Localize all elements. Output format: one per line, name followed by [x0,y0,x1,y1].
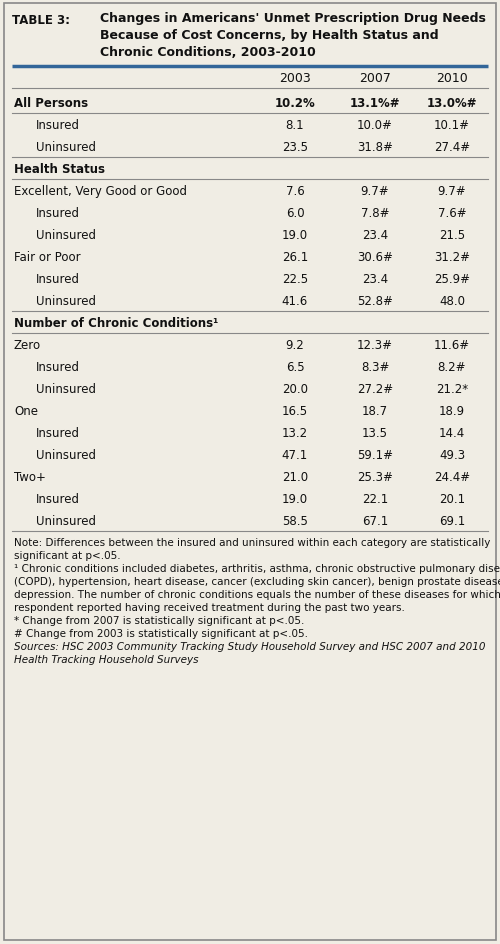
Text: 23.4: 23.4 [362,273,388,286]
Text: 2007: 2007 [359,72,391,85]
Text: 20.0: 20.0 [282,382,308,396]
Text: Excellent, Very Good or Good: Excellent, Very Good or Good [14,185,187,198]
Text: 9.7#: 9.7# [438,185,466,198]
Text: 31.8#: 31.8# [357,141,393,154]
Text: 67.1: 67.1 [362,514,388,528]
Text: 52.8#: 52.8# [357,295,393,308]
Text: * Change from 2007 is statistically significant at p<.05.: * Change from 2007 is statistically sign… [14,615,304,625]
Text: Insured: Insured [36,493,80,505]
Text: 19.0: 19.0 [282,493,308,505]
Text: 7.6#: 7.6# [438,207,466,220]
Text: 25.3#: 25.3# [357,470,393,483]
Text: 47.1: 47.1 [282,448,308,462]
Text: 8.1: 8.1 [286,119,304,132]
Text: 25.9#: 25.9# [434,273,470,286]
Text: Sources: HSC 2003 Community Tracking Study Household Survey and HSC 2007 and 201: Sources: HSC 2003 Community Tracking Stu… [14,641,486,651]
Text: Changes in Americans' Unmet Prescription Drug Needs: Changes in Americans' Unmet Prescription… [100,12,486,25]
Text: 2010: 2010 [436,72,468,85]
Text: Because of Cost Concerns, by Health Status and: Because of Cost Concerns, by Health Stat… [100,29,438,42]
Text: 18.7: 18.7 [362,405,388,417]
Text: Health Tracking Household Surveys: Health Tracking Household Surveys [14,654,198,665]
Text: Uninsured: Uninsured [36,514,96,528]
Text: Zero: Zero [14,339,41,351]
Text: 9.7#: 9.7# [360,185,390,198]
Text: Two+: Two+ [14,470,46,483]
Text: 49.3: 49.3 [439,448,465,462]
Text: 11.6#: 11.6# [434,339,470,351]
Text: 7.8#: 7.8# [361,207,389,220]
Text: 18.9: 18.9 [439,405,465,417]
Text: 13.0%#: 13.0%# [427,97,477,110]
Text: Chronic Conditions, 2003-2010: Chronic Conditions, 2003-2010 [100,46,316,59]
Text: 9.2: 9.2 [286,339,304,351]
Text: 21.5: 21.5 [439,228,465,242]
Text: One: One [14,405,38,417]
Text: 26.1: 26.1 [282,251,308,263]
Text: 23.5: 23.5 [282,141,308,154]
Text: respondent reported having received treatment during the past two years.: respondent reported having received trea… [14,602,405,613]
Text: 16.5: 16.5 [282,405,308,417]
Text: significant at p<.05.: significant at p<.05. [14,550,120,561]
Text: 10.0#: 10.0# [357,119,393,132]
Text: 8.2#: 8.2# [438,361,466,374]
Text: Insured: Insured [36,427,80,440]
Text: TABLE 3:: TABLE 3: [12,14,70,27]
Text: 22.1: 22.1 [362,493,388,505]
Text: 12.3#: 12.3# [357,339,393,351]
Text: 6.5: 6.5 [286,361,304,374]
Text: 10.1#: 10.1# [434,119,470,132]
Text: Health Status: Health Status [14,162,105,176]
Text: Uninsured: Uninsured [36,295,96,308]
Text: 58.5: 58.5 [282,514,308,528]
Text: 31.2#: 31.2# [434,251,470,263]
Text: 19.0: 19.0 [282,228,308,242]
Text: 8.3#: 8.3# [361,361,389,374]
Text: 24.4#: 24.4# [434,470,470,483]
Text: 13.1%#: 13.1%# [350,97,400,110]
Text: 13.5: 13.5 [362,427,388,440]
Text: Insured: Insured [36,207,80,220]
Text: 27.2#: 27.2# [357,382,393,396]
Text: 14.4: 14.4 [439,427,465,440]
Text: Insured: Insured [36,361,80,374]
Text: 6.0: 6.0 [286,207,304,220]
Text: ¹ Chronic conditions included diabetes, arthritis, asthma, chronic obstructive p: ¹ Chronic conditions included diabetes, … [14,564,500,573]
Text: 27.4#: 27.4# [434,141,470,154]
Text: Uninsured: Uninsured [36,141,96,154]
Text: All Persons: All Persons [14,97,88,110]
Text: 20.1: 20.1 [439,493,465,505]
Text: 59.1#: 59.1# [357,448,393,462]
Text: 30.6#: 30.6# [357,251,393,263]
Text: (COPD), hypertension, heart disease, cancer (excluding skin cancer), benign pros: (COPD), hypertension, heart disease, can… [14,577,500,586]
Text: 2003: 2003 [279,72,311,85]
Text: 23.4: 23.4 [362,228,388,242]
Text: 21.2*: 21.2* [436,382,468,396]
Text: 21.0: 21.0 [282,470,308,483]
Text: 41.6: 41.6 [282,295,308,308]
Text: Uninsured: Uninsured [36,228,96,242]
Text: Insured: Insured [36,273,80,286]
Text: Uninsured: Uninsured [36,448,96,462]
Text: Note: Differences between the insured and uninsured within each category are sta: Note: Differences between the insured an… [14,537,490,548]
Text: depression. The number of chronic conditions equals the number of these diseases: depression. The number of chronic condit… [14,589,500,599]
Text: Insured: Insured [36,119,80,132]
Text: 69.1: 69.1 [439,514,465,528]
Text: Uninsured: Uninsured [36,382,96,396]
Text: 48.0: 48.0 [439,295,465,308]
Text: 13.2: 13.2 [282,427,308,440]
Text: Fair or Poor: Fair or Poor [14,251,80,263]
Text: 10.2%: 10.2% [274,97,316,110]
Text: 7.6: 7.6 [286,185,304,198]
Text: 22.5: 22.5 [282,273,308,286]
Text: # Change from 2003 is statistically significant at p<.05.: # Change from 2003 is statistically sign… [14,629,308,638]
Text: Number of Chronic Conditions¹: Number of Chronic Conditions¹ [14,316,218,329]
